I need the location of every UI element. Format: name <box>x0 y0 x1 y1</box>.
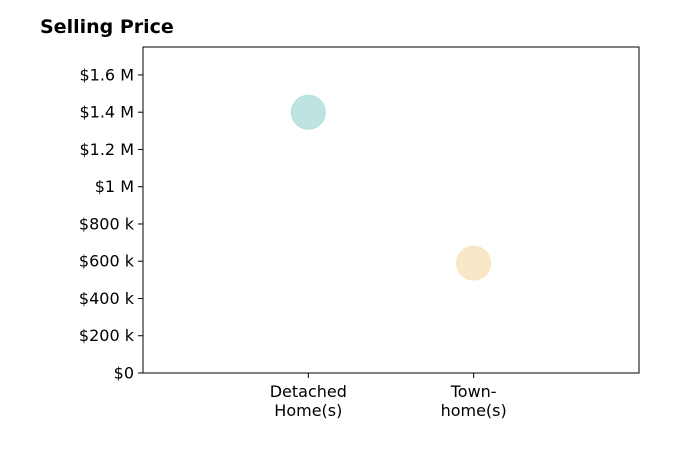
x-tick-label: Town-home(s) <box>441 382 507 420</box>
bubble-layer <box>290 94 492 281</box>
y-tick-label: $1.6 M <box>79 65 134 84</box>
y-axis: $0 $200 k $400 k $600 k $800 k $1 M $1.2 M $1.4… <box>79 65 143 383</box>
y-tick-label: $400 k <box>79 289 135 308</box>
y-tick-label: $600 k <box>79 252 135 271</box>
chart-title: Selling Price <box>40 16 174 38</box>
y-tick-label: $1.4 M <box>79 103 134 122</box>
x-axis: Detached Home(s) Town-home(s) <box>270 373 507 420</box>
data-point-1 <box>456 245 492 281</box>
y-tick-label: $1 M <box>95 177 134 196</box>
y-tick-label: $800 k <box>79 214 135 233</box>
plot-frame <box>142 46 640 374</box>
y-tick-label: $200 k <box>79 326 135 345</box>
y-tick-label: $0 <box>114 364 134 383</box>
x-tick-label: Detached Home(s) <box>270 382 347 420</box>
data-point-0 <box>290 94 326 130</box>
y-tick-label: $1.2 M <box>79 140 134 159</box>
